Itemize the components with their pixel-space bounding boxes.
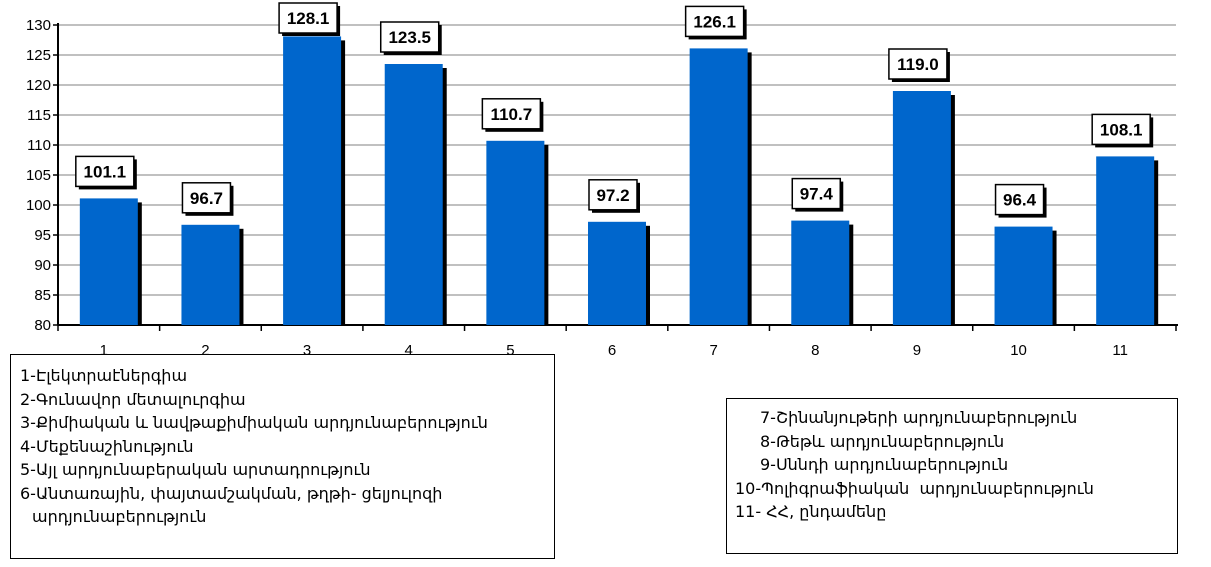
y-tick-label-3: 95 <box>34 227 51 244</box>
bar-4 <box>384 64 443 325</box>
y-tick-label-10: 130 <box>26 17 51 34</box>
x-tick-label-3: 3 <box>303 342 311 359</box>
data-label-3: 128.1 <box>287 9 330 28</box>
data-label-4: 123.5 <box>388 28 431 47</box>
legend-item-9: 9-Սննդի արդյունաբերություն <box>760 455 1009 474</box>
bar-7 <box>689 48 748 326</box>
x-tick-label-2: 2 <box>201 342 209 359</box>
data-label-box-5 <box>481 98 542 130</box>
bar-1 <box>79 198 138 325</box>
x-tick-label-9: 9 <box>913 342 921 359</box>
bar-2 <box>181 224 240 325</box>
bar-10 <box>994 226 1053 325</box>
data-label-10: 96.4 <box>1003 191 1037 210</box>
legend-item-5: 5-Այլ արդյունաբերական արտադրություն <box>20 460 371 479</box>
data-label-8: 97.4 <box>800 185 834 204</box>
x-tick-label-8: 8 <box>811 342 819 359</box>
legend-item-10: 10-Պոլիգրաֆիական արդյունաբերություն <box>735 478 1094 498</box>
x-tick-label-4: 4 <box>405 342 413 359</box>
bar-9 <box>892 91 951 325</box>
legend-item-6: 6-Անտառային, փայտամշակման, թղթի- ցելյուլ… <box>20 483 443 503</box>
x-tick-label-5: 5 <box>506 342 514 359</box>
data-label-1: 101.1 <box>84 162 127 181</box>
data-label-box-4 <box>379 21 440 53</box>
bar-11 <box>1096 156 1155 325</box>
legend-right: 7-Շինանյութերի արդյունաբերություն 8-Թեթև… <box>726 398 1178 554</box>
legend-item-1: 1-Էլեկտրաէներգիա <box>20 366 188 385</box>
y-tick-label-5: 105 <box>26 167 51 184</box>
y-tick-label-2: 90 <box>34 257 51 274</box>
x-tick-label-7: 7 <box>709 342 717 359</box>
y-tick-label-4: 100 <box>26 197 51 214</box>
legend-item-3: 3-Քիմիական և նավթաքիմիական արդյունաբերու… <box>20 413 488 432</box>
x-tick-label-6: 6 <box>608 342 616 359</box>
data-label-box-9 <box>888 48 948 80</box>
y-tick-label-6: 110 <box>27 137 51 154</box>
x-tick-label-1: 1 <box>100 342 108 359</box>
data-label-box-8 <box>791 177 842 210</box>
x-tick-label-11: 11 <box>1112 342 1128 359</box>
data-label-box-7 <box>684 5 745 38</box>
y-tick-label-8: 120 <box>26 77 51 94</box>
data-label-box-3 <box>278 2 338 34</box>
legend-item-7: 7-Շինանյութերի արդյունաբերություն <box>760 408 1078 427</box>
data-label-box-10 <box>994 183 1045 216</box>
data-label-box-1 <box>75 155 135 188</box>
data-label-9: 119.0 <box>897 55 939 74</box>
bar-8 <box>791 220 850 325</box>
data-label-box-2 <box>181 182 232 214</box>
x-tick-label-10: 10 <box>1010 342 1027 359</box>
data-label-11: 108.1 <box>1100 120 1143 139</box>
data-label-7: 126.1 <box>693 12 736 31</box>
y-tick-label-0: 80 <box>34 317 51 334</box>
data-label-box-6 <box>588 179 638 211</box>
bar-3 <box>283 36 342 326</box>
data-label-5: 110.7 <box>491 105 533 124</box>
y-tick-label-7: 115 <box>27 107 51 124</box>
y-tick-label-9: 125 <box>26 47 51 64</box>
legend-item-2: 2-Գունավոր մետալուրգիա <box>20 389 246 409</box>
data-label-6: 97.2 <box>596 186 629 205</box>
data-label-box-11 <box>1091 113 1151 146</box>
legend-item-4: 4-Մեքենաշինություն <box>20 436 194 456</box>
legend-item-8: 8-Թեթև արդյունաբերություն <box>760 431 1005 451</box>
bar-5 <box>486 140 545 325</box>
data-label-2: 96.7 <box>190 189 223 208</box>
legend-left: 1-Էլեկտրաէներգիա 2-Գունավոր մետալուրգիա … <box>10 354 555 559</box>
y-tick-label-1: 85 <box>34 287 51 304</box>
bar-6 <box>588 221 646 325</box>
legend-item-11: 11- ՀՀ, ընդամենը <box>735 502 887 521</box>
legend-item-6-continued: արդյունաբերություն <box>32 507 207 526</box>
